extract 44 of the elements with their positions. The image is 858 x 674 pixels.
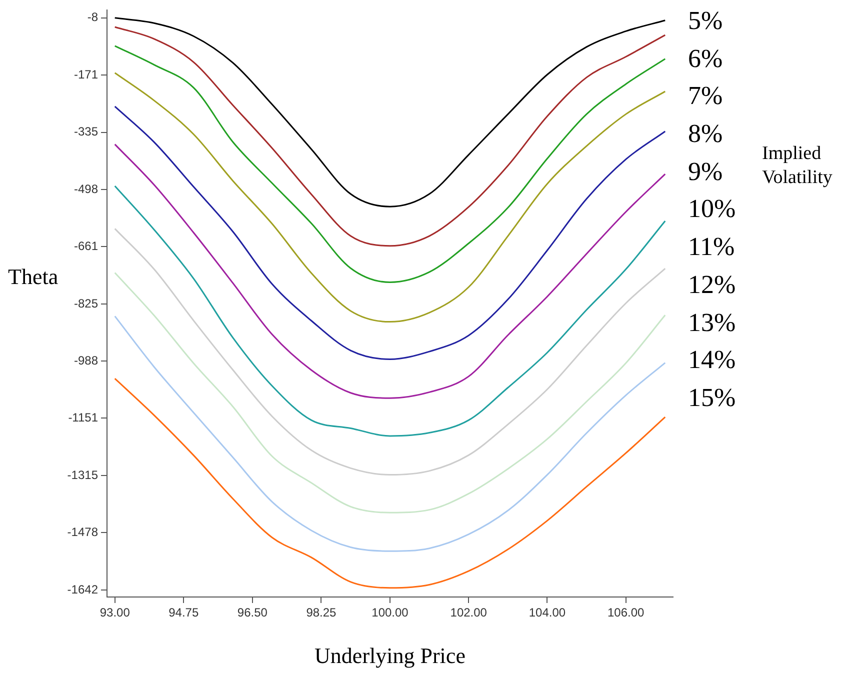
x-tick-label: 100.00 [372, 606, 409, 620]
line-series [114, 144, 666, 399]
x-tick-label: 98.25 [306, 606, 337, 620]
x-tick-label: 96.50 [237, 606, 268, 620]
y-tick-label: -335 [74, 124, 98, 139]
line-series [114, 72, 666, 323]
y-tick-label: -171 [74, 67, 98, 82]
series-label: 14% [688, 344, 736, 376]
y-tick-label: -661 [74, 238, 98, 253]
y-tick-label: -1315 [67, 468, 98, 482]
line-series [114, 45, 666, 283]
series-label: 9% [688, 156, 724, 188]
line-series [114, 106, 666, 360]
y-tick-label: -8 [87, 10, 98, 24]
y-tick-label: -1478 [67, 524, 98, 539]
y-tick-label: -825 [74, 296, 98, 310]
series-label: 8% [688, 118, 724, 150]
y-axis-title: Theta [8, 264, 58, 289]
series-label: 12% [688, 268, 736, 301]
series-label: 11% [688, 231, 736, 264]
x-tick-label: 93.00 [100, 606, 130, 620]
line-series [114, 228, 666, 476]
x-tick-label: 102.00 [450, 606, 488, 620]
series-label: 15% [688, 382, 736, 414]
line-series [114, 272, 666, 514]
y-tick-label: -1151 [68, 410, 98, 424]
y-tick-label: -1642 [67, 582, 98, 596]
y-tick-label: -498 [74, 182, 98, 196]
x-tick-label: 106.00 [607, 606, 645, 620]
line-series [114, 17, 666, 208]
legend-title: Implied Volatility [762, 142, 834, 190]
series-label: 6% [688, 42, 724, 75]
series-label: 13% [688, 306, 736, 338]
line-series [114, 378, 666, 589]
y-tick-label: -988 [74, 353, 98, 368]
line-series [114, 185, 666, 437]
line-series [114, 315, 666, 552]
line-series [114, 26, 666, 247]
series-label: 10% [688, 193, 736, 226]
series-label: 7% [688, 80, 724, 112]
x-axis-title: Underlying Price [314, 642, 466, 668]
series-label: 5% [688, 5, 724, 37]
x-tick-label: 104.00 [528, 606, 566, 620]
x-tick-label: 94.75 [168, 606, 199, 620]
